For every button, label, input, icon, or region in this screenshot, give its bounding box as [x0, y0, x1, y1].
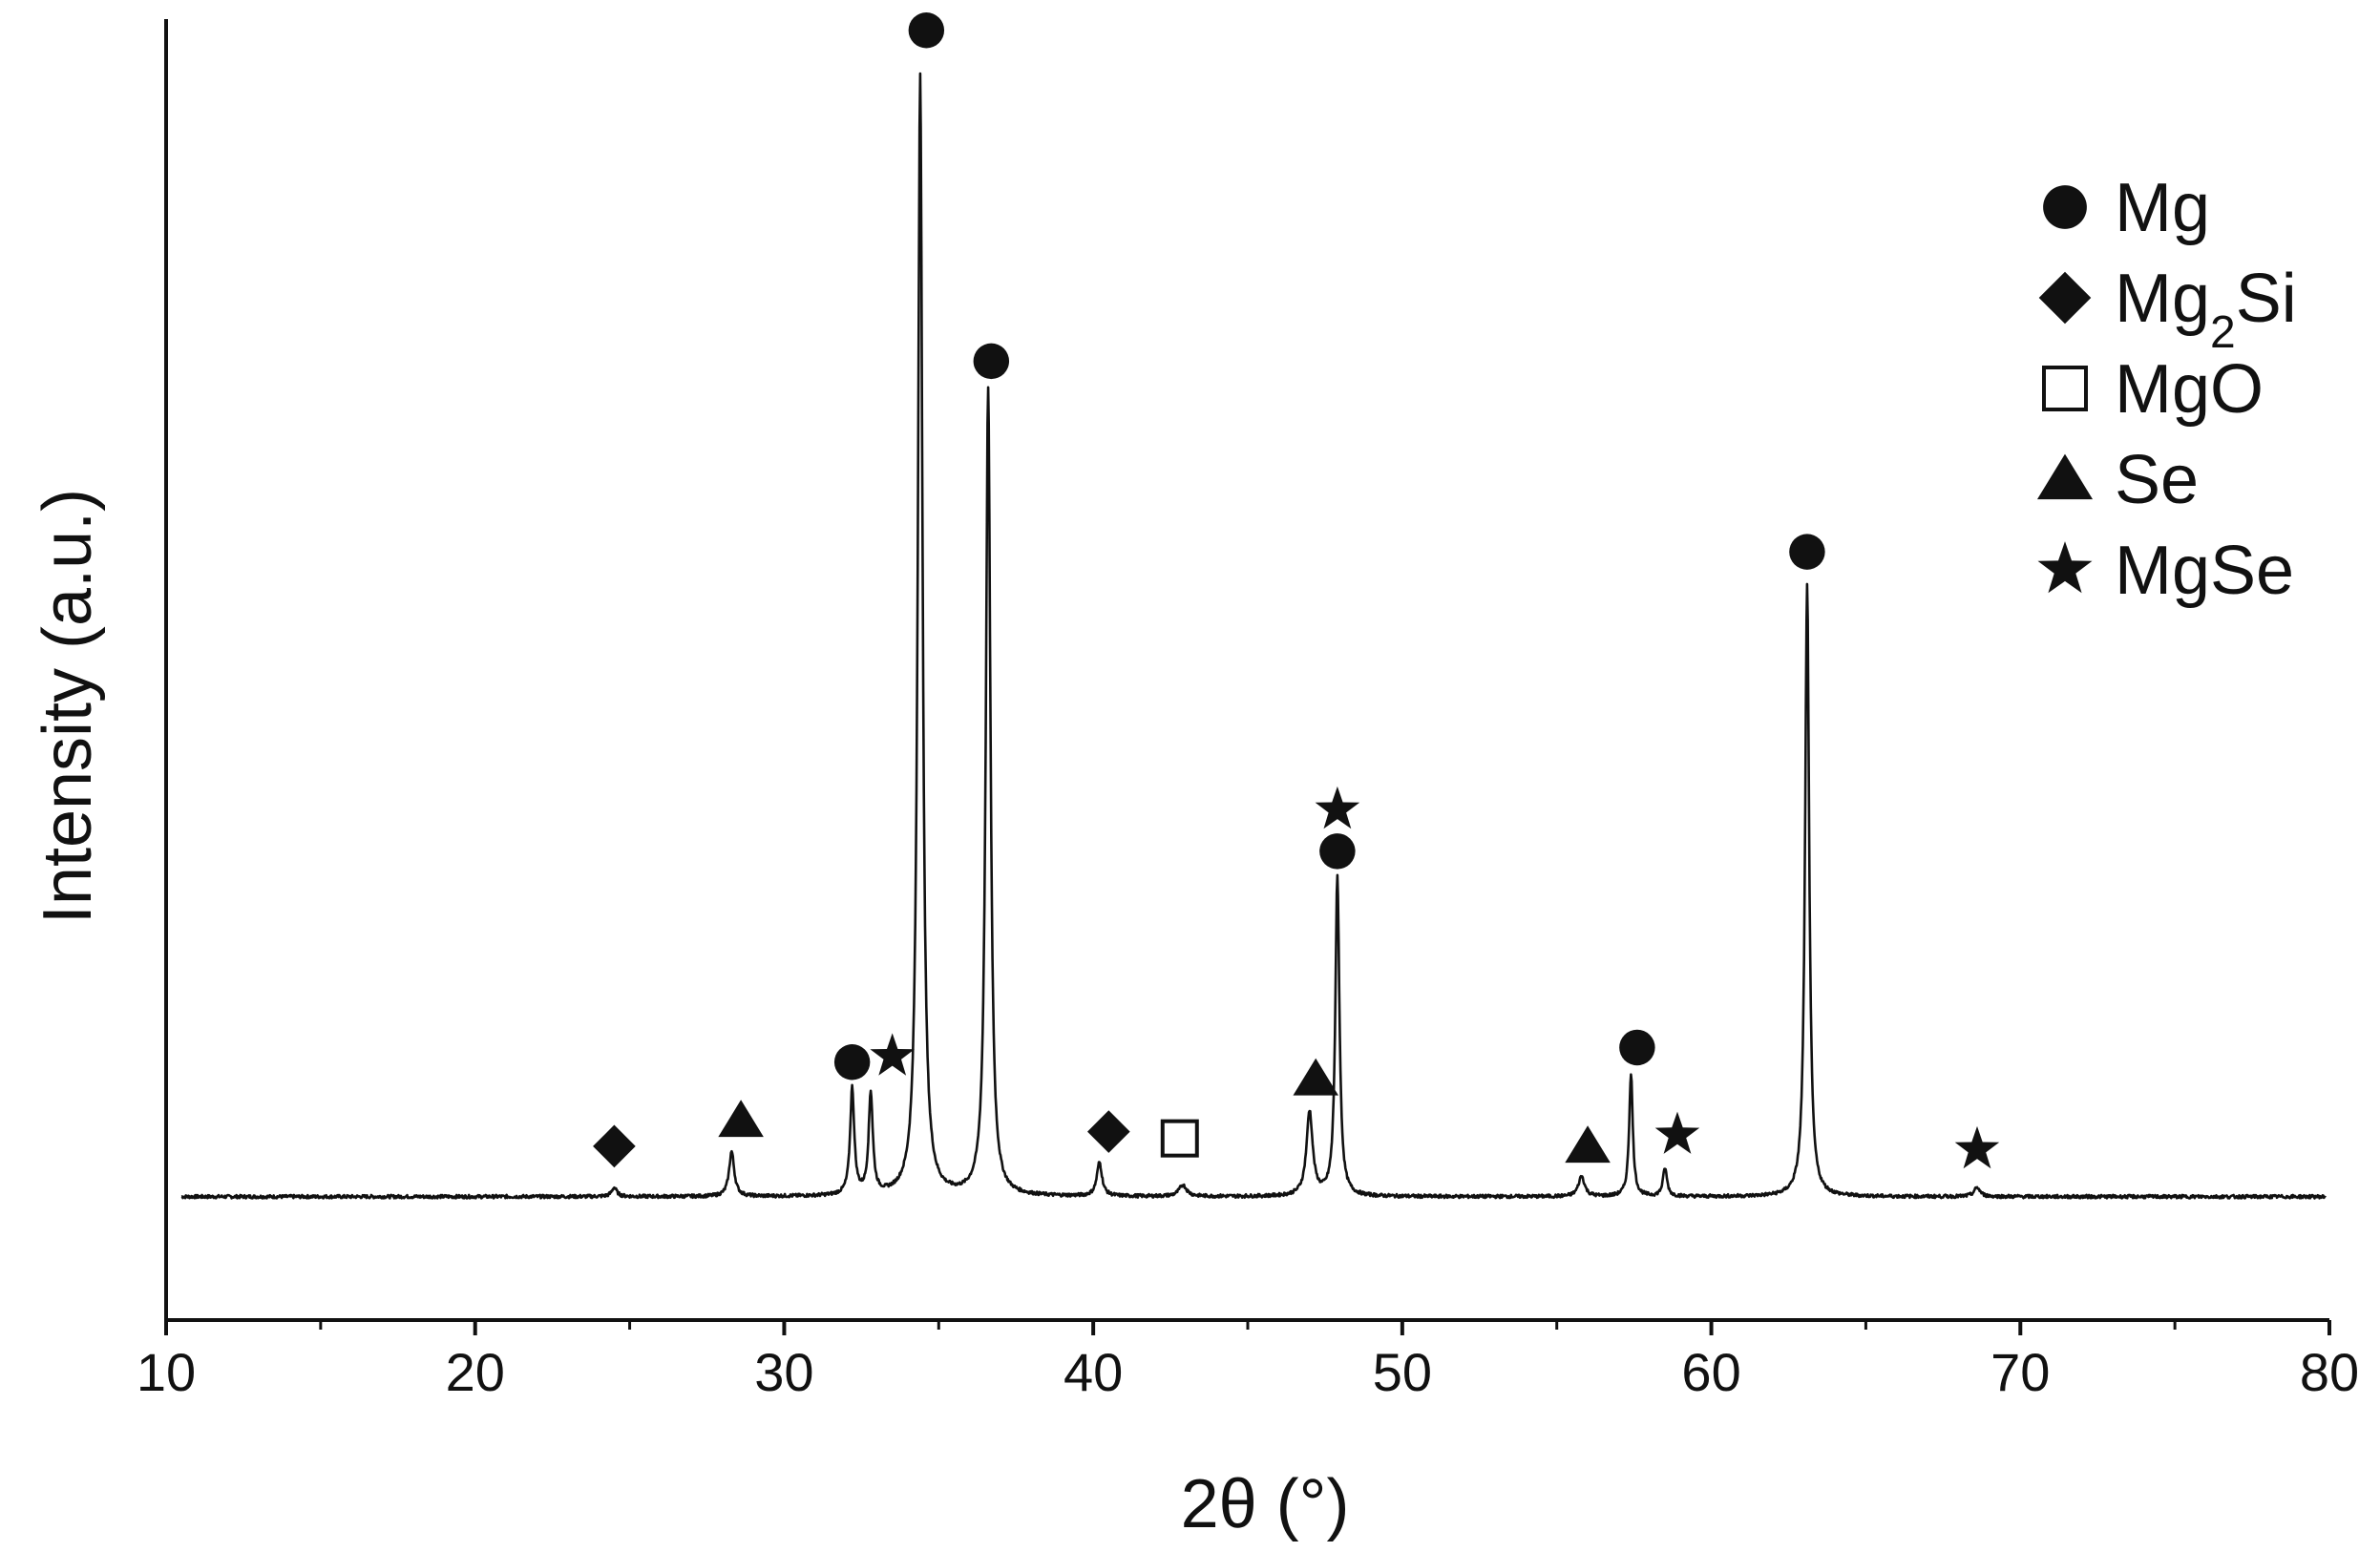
x-tick-label: 60 [1681, 1342, 1740, 1402]
axes [164, 19, 2329, 1322]
triangle-legend-icon [2036, 453, 2094, 500]
series-group [180, 72, 2327, 1200]
star-marker [1654, 1111, 1700, 1154]
square-legend-icon [2042, 366, 2088, 411]
legend-label: Mg [2115, 170, 2210, 246]
circle-marker [908, 12, 945, 49]
circle-marker [1619, 1029, 1655, 1066]
x-tick-label: 30 [754, 1342, 813, 1402]
triangle-marker [718, 1100, 764, 1138]
x-ticks: 10 20 30 40 50 60 70 80 [137, 1320, 2359, 1402]
star-marker [1315, 786, 1360, 829]
legend-label: MgO [2115, 351, 2264, 428]
diamond-marker [1087, 1110, 1130, 1153]
triangle-marker [1293, 1058, 1338, 1096]
triangle-marker [1565, 1125, 1611, 1164]
xrd-pattern-line [180, 72, 2327, 1200]
x-tick-label: 20 [446, 1342, 505, 1402]
circle-legend-icon [2043, 185, 2087, 229]
x-tick-label: 40 [1064, 1342, 1123, 1402]
x-tick-label: 70 [1990, 1342, 2050, 1402]
diamond-legend-icon [2038, 271, 2092, 325]
x-tick-label: 10 [137, 1342, 196, 1402]
legend-label: MgSe [2115, 533, 2294, 609]
y-axis-title: Intensity (a.u.) [30, 489, 106, 924]
x-tick-label: 80 [2300, 1342, 2359, 1402]
x-tick-label: 50 [1373, 1342, 1432, 1402]
circle-marker [973, 343, 1010, 380]
circle-marker [1319, 833, 1356, 870]
x-axis-title: 2θ (°) [1181, 1466, 1350, 1542]
circle-marker [833, 1044, 871, 1080]
circle-marker [1789, 534, 1825, 570]
star-legend-icon [2037, 541, 2093, 594]
phase-markers [593, 12, 2000, 1169]
legend-label: Mg2Si [2115, 261, 2297, 358]
star-marker [1954, 1125, 2000, 1169]
legend-label: Se [2115, 442, 2199, 518]
square-marker [1160, 1119, 1199, 1158]
diamond-marker [593, 1124, 636, 1168]
star-marker [870, 1033, 915, 1076]
